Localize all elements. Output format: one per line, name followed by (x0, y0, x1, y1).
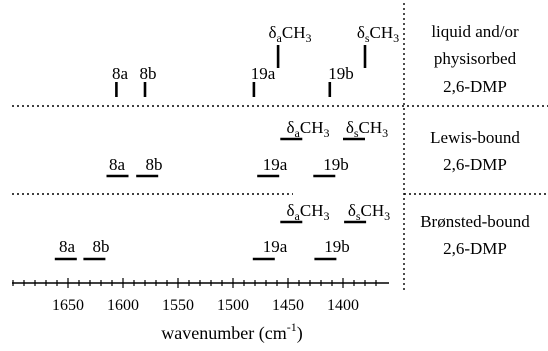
panel-label-liquid-3: 2,6-DMP (443, 77, 507, 96)
panel-label-bronsted-2: 2,6-DMP (443, 239, 507, 258)
liquid-label-19a: 19a (251, 64, 276, 83)
lewis-label-delta-a-ch3: δaCH3 (287, 118, 330, 140)
x-axis-ticks (12, 278, 377, 288)
panel-label-lewis-1: Lewis-bound (430, 128, 520, 147)
tick-label: 1500 (217, 297, 249, 314)
bronsted-label-delta-s-ch3: δsCH3 (348, 201, 390, 223)
lewis-label-delta-s-ch3: δsCH3 (346, 118, 388, 140)
panel-label-bronsted-1: Brønsted-bound (420, 212, 530, 231)
tick-label: 1450 (272, 297, 304, 314)
bronsted-label-19a: 19a (263, 237, 288, 256)
x-axis-title: wavenumber (cm-1) (161, 320, 302, 344)
tick-label: 1400 (327, 297, 359, 314)
tick-label: 1650 (52, 297, 84, 314)
bronsted-label-8b: 8b (93, 237, 110, 256)
panel-label-liquid-1: liquid and/or (431, 22, 519, 41)
bronsted-label-19b: 19b (324, 237, 350, 256)
band-marks (54, 45, 367, 261)
liquid-label-19b: 19b (328, 64, 354, 83)
liquid-label-delta-a-ch3: δaCH3 (269, 23, 312, 45)
lewis-label-19b: 19b (323, 155, 349, 174)
panel-label-lewis-2: 2,6-DMP (443, 155, 507, 174)
liquid-label-8b: 8b (140, 64, 157, 83)
lewis-label-19a: 19a (263, 155, 288, 174)
lewis-label-8a: 8a (109, 155, 126, 174)
tick-label: 1600 (107, 297, 139, 314)
liquid-label-8a: 8a (112, 64, 129, 83)
panel-label-liquid-2: physisorbed (434, 49, 517, 68)
liquid-label-delta-s-ch3: δsCH3 (357, 23, 399, 45)
bronsted-label-8a: 8a (59, 237, 76, 256)
lewis-label-8b: 8b (146, 155, 163, 174)
x-axis-tick-labels: 1650 1600 1550 1500 1450 1400 (52, 297, 359, 314)
bronsted-label-delta-a-ch3: δaCH3 (287, 201, 330, 223)
tick-label: 1550 (162, 297, 194, 314)
